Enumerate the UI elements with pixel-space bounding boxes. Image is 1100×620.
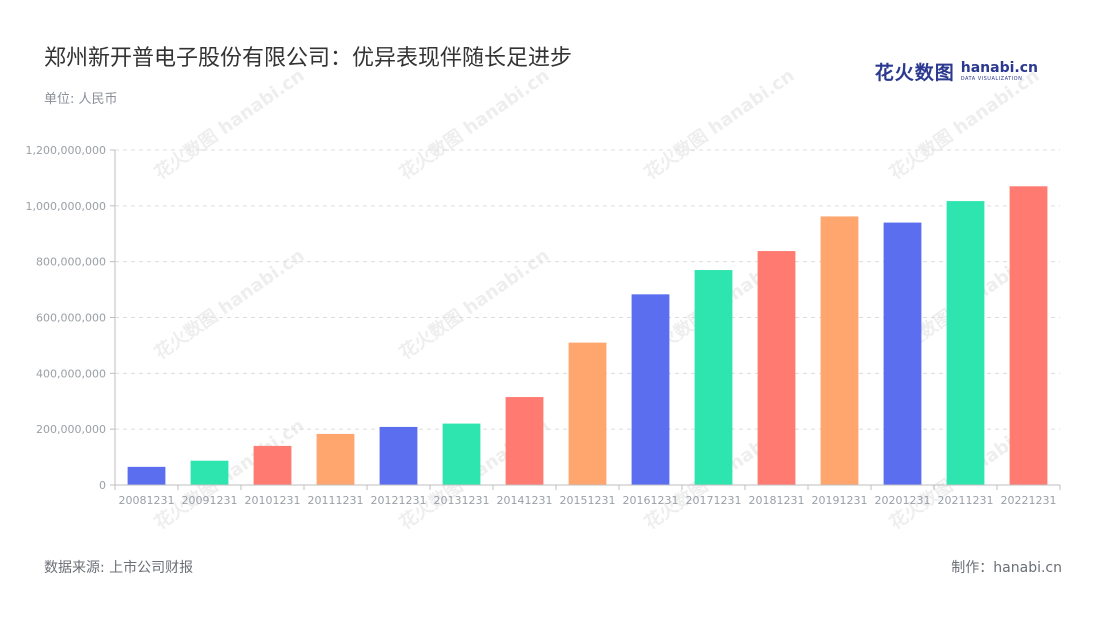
bar-20221231 [1009, 186, 1048, 485]
watermark-1: 花火数图 hanabi.cn [395, 64, 553, 184]
y-tick-label-1: 200,000,000 [36, 423, 106, 436]
y-tick-label-2: 400,000,000 [36, 367, 106, 380]
x-tick-label-20121231: 20121231 [371, 494, 427, 507]
x-tick-label-20111231: 20111231 [308, 494, 364, 507]
logo-subtitle: DATA VISUALIZATION [960, 76, 1023, 82]
bar-20121231 [379, 426, 418, 485]
x-tick-label-20201231: 20201231 [875, 494, 931, 507]
bar-20081231 [127, 466, 166, 485]
x-tick-label-20161231: 20161231 [623, 494, 679, 507]
logo-text-cn: 花火数图 [874, 62, 955, 84]
bar-20131231 [442, 423, 481, 485]
x-tick-label-20181231: 20181231 [749, 494, 805, 507]
bars [127, 186, 1048, 486]
x-tick-label-20211231: 20211231 [938, 494, 994, 507]
y-axis: 0 200,000,000 400,000,000 600,000,000 800,00… [26, 144, 116, 492]
logo-text-en: hanabi.cn [960, 60, 1038, 76]
y-tick-label-5: 1,000,000,000 [26, 200, 106, 213]
chart-title: 郑州新开普电子股份有限公司：优异表现伴随长足进步 [44, 46, 573, 71]
data-source: 数据来源: 上市公司财报 [44, 560, 194, 576]
watermark-2: 花火数图 hanabi.cn [640, 64, 798, 184]
x-tick-label-20191231: 20191231 [812, 494, 868, 507]
x-tick-label-20221231: 20221231 [1001, 494, 1057, 507]
x-tick-label-20081231: 20081231 [119, 494, 175, 507]
logo-text-en-group: hanabi.cn DATA VISUALIZATION [961, 61, 1038, 82]
bar-20161231 [631, 294, 670, 485]
bar-20181231 [757, 251, 796, 485]
watermark-3: 花火数图 hanabi.cn [885, 64, 1043, 184]
bar-20141231 [505, 397, 544, 485]
watermark-5: 花火数图 hanabi.cn [395, 244, 553, 364]
bar-20171231 [694, 270, 733, 485]
x-tick-label-20151231: 20151231 [560, 494, 616, 507]
bar-20201231 [883, 222, 922, 486]
x-tick-label-20131231: 20131231 [434, 494, 490, 507]
y-tick-label-6: 1,200,000,000 [26, 144, 106, 157]
brand-logo: 花火数图 hanabi.cn DATA VISUALIZATION [875, 58, 1038, 85]
bar-20191231 [820, 216, 859, 486]
x-tick-label-20101231: 20101231 [245, 494, 301, 507]
y-tick-label-3: 600,000,000 [36, 312, 106, 325]
bar-20111231 [316, 433, 355, 485]
bar-20101231 [253, 445, 292, 485]
credit-text: 制作：hanabi.cn [951, 560, 1062, 576]
x-tick-label-20171231: 20171231 [686, 494, 742, 507]
x-tick-label-20141231: 20141231 [497, 494, 553, 507]
bar-20211231 [946, 201, 985, 485]
y-tick-label-4: 800,000,000 [36, 256, 106, 269]
watermark-0: 花火数图 hanabi.cn [150, 64, 308, 184]
bar-20151231 [568, 342, 607, 485]
x-tick-label-20091231: 20091231 [182, 494, 238, 507]
x-axis: 20081231 20091231 20101231 20111231 20121231… [114, 484, 1061, 507]
y-tick-label-0: 0 [99, 479, 106, 492]
bar-20091231 [190, 460, 229, 485]
unit-label: 单位: 人民币 [44, 92, 118, 107]
watermark-4: 花火数图 hanabi.cn [150, 244, 308, 364]
